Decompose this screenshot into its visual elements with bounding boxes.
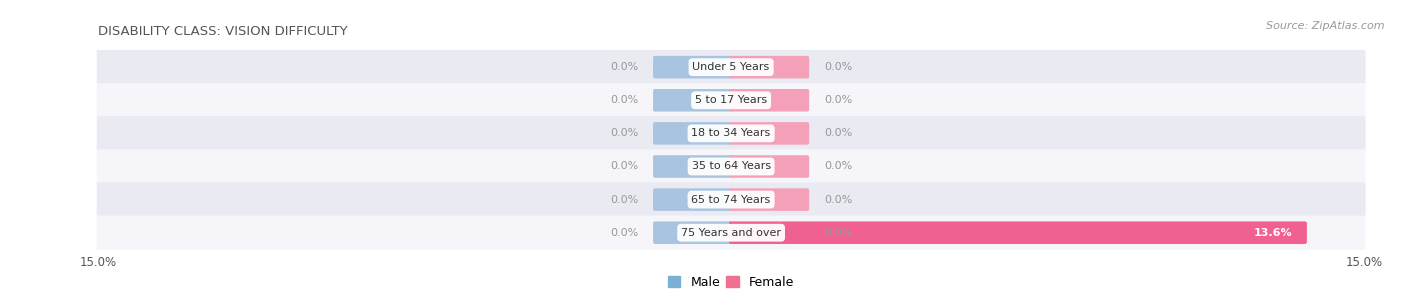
Text: 0.0%: 0.0% — [610, 162, 638, 171]
FancyBboxPatch shape — [728, 122, 810, 145]
Text: DISABILITY CLASS: VISION DIFFICULTY: DISABILITY CLASS: VISION DIFFICULTY — [98, 25, 349, 38]
Text: 35 to 64 Years: 35 to 64 Years — [692, 162, 770, 171]
FancyBboxPatch shape — [652, 155, 734, 178]
Text: 75 Years and over: 75 Years and over — [681, 228, 782, 238]
FancyBboxPatch shape — [97, 215, 1365, 250]
Text: 0.0%: 0.0% — [824, 62, 852, 72]
FancyBboxPatch shape — [97, 50, 1365, 84]
FancyBboxPatch shape — [652, 222, 734, 244]
Text: 0.0%: 0.0% — [824, 228, 852, 238]
Text: 0.0%: 0.0% — [824, 162, 852, 171]
FancyBboxPatch shape — [728, 222, 1306, 244]
FancyBboxPatch shape — [728, 56, 810, 78]
Text: 0.0%: 0.0% — [610, 62, 638, 72]
Text: 0.0%: 0.0% — [824, 129, 852, 138]
Text: 0.0%: 0.0% — [610, 195, 638, 205]
FancyBboxPatch shape — [652, 56, 734, 78]
Text: 0.0%: 0.0% — [610, 95, 638, 105]
Legend: Male, Female: Male, Female — [668, 276, 794, 289]
FancyBboxPatch shape — [652, 188, 734, 211]
Text: 13.6%: 13.6% — [1254, 228, 1292, 238]
FancyBboxPatch shape — [97, 116, 1365, 151]
Text: 0.0%: 0.0% — [824, 95, 852, 105]
FancyBboxPatch shape — [728, 188, 810, 211]
Text: 5 to 17 Years: 5 to 17 Years — [695, 95, 768, 105]
FancyBboxPatch shape — [97, 83, 1365, 118]
Text: 18 to 34 Years: 18 to 34 Years — [692, 129, 770, 138]
Text: 65 to 74 Years: 65 to 74 Years — [692, 195, 770, 205]
FancyBboxPatch shape — [652, 89, 734, 111]
FancyBboxPatch shape — [728, 89, 810, 111]
Text: Source: ZipAtlas.com: Source: ZipAtlas.com — [1267, 21, 1385, 32]
Text: 0.0%: 0.0% — [824, 195, 852, 205]
FancyBboxPatch shape — [97, 182, 1365, 217]
Text: Under 5 Years: Under 5 Years — [693, 62, 769, 72]
FancyBboxPatch shape — [652, 122, 734, 145]
Text: 0.0%: 0.0% — [610, 228, 638, 238]
FancyBboxPatch shape — [97, 149, 1365, 184]
FancyBboxPatch shape — [728, 155, 810, 178]
Text: 0.0%: 0.0% — [610, 129, 638, 138]
